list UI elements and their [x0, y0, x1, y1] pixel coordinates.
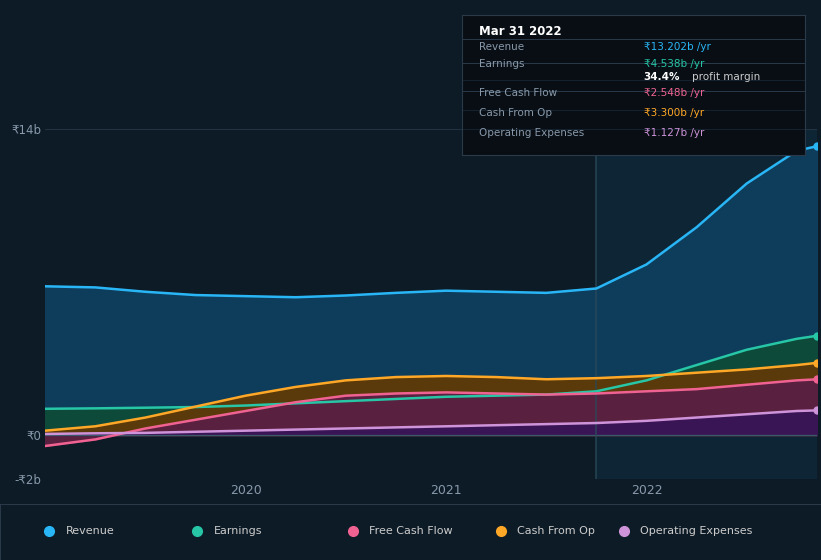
Text: profit margin: profit margin: [692, 72, 760, 82]
Text: ₹3.300b /yr: ₹3.300b /yr: [644, 108, 704, 118]
Text: Cash From Op: Cash From Op: [517, 526, 595, 536]
Text: Revenue: Revenue: [479, 42, 525, 52]
Text: 34.4%: 34.4%: [644, 72, 681, 82]
Text: ₹13.202b /yr: ₹13.202b /yr: [644, 42, 711, 52]
Text: Free Cash Flow: Free Cash Flow: [369, 526, 453, 536]
Text: Operating Expenses: Operating Expenses: [479, 128, 585, 138]
Text: ₹1.127b /yr: ₹1.127b /yr: [644, 128, 704, 138]
Text: Cash From Op: Cash From Op: [479, 108, 553, 118]
Text: Revenue: Revenue: [66, 526, 114, 536]
Text: Operating Expenses: Operating Expenses: [640, 526, 753, 536]
Text: ₹4.538b /yr: ₹4.538b /yr: [644, 59, 704, 69]
Text: Earnings: Earnings: [479, 59, 525, 69]
Bar: [596, 129, 821, 479]
Text: Free Cash Flow: Free Cash Flow: [479, 88, 557, 99]
Text: Mar 31 2022: Mar 31 2022: [479, 25, 562, 38]
Text: ₹2.548b /yr: ₹2.548b /yr: [644, 88, 704, 99]
Text: Earnings: Earnings: [213, 526, 262, 536]
